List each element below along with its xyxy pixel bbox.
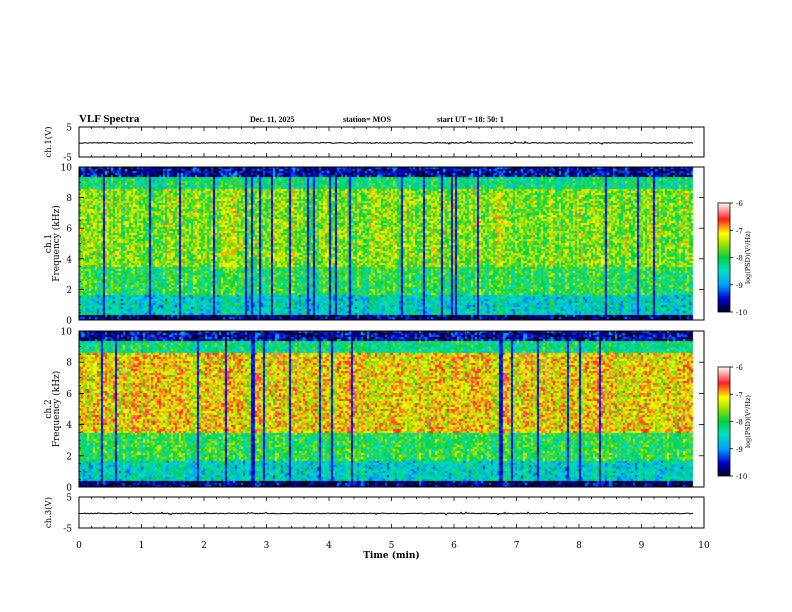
y-axis-label-frequency: Frequency (kHz): [51, 371, 62, 448]
y-tick-label: 6: [66, 225, 72, 235]
y-tick-label: 8: [66, 194, 72, 204]
y-tick-label: 10: [61, 328, 73, 338]
colorbar-tick-label: -8: [736, 255, 743, 263]
date-label: Dec. 11, 2025: [250, 115, 295, 124]
plot-frame: [78, 126, 705, 158]
colorbar-label: log(PSD)(V²/Hz): [744, 395, 752, 448]
x-tick-label: 2: [201, 541, 207, 551]
y-axis-label-frequency: Frequency (kHz): [51, 205, 62, 282]
series-line-ch3: [78, 511, 693, 516]
colorbar-tick-label: -6: [736, 364, 743, 372]
station-label: station= MOS: [343, 115, 391, 124]
x-axis-label: Time (min): [363, 550, 420, 561]
spectrogram-image-ch2: [79, 331, 704, 487]
x-tick-label: 3: [264, 541, 270, 551]
x-tick-label: 8: [576, 541, 582, 551]
x-tick-label: 10: [698, 541, 710, 551]
colorbar-tick-label: -9: [736, 446, 743, 454]
start-time-label: start UT = 18: 50: 1: [437, 115, 504, 124]
spectrogram-image-ch1: [79, 167, 704, 320]
y-tick-label: 0: [66, 484, 72, 494]
y-axis-label-channel: ch.1: [44, 234, 54, 253]
x-tick-label: 0: [76, 541, 82, 551]
colorbar-tick-label: -9: [736, 282, 743, 290]
figure-title: VLF Spectra: [79, 113, 140, 125]
y-tick-label: -5: [63, 154, 72, 164]
y-axis-label: ch.1(V): [43, 126, 54, 157]
y-tick-label: -5: [63, 525, 72, 535]
y-axis-label-channel: ch.2: [44, 399, 54, 418]
colorbar-tick-label: -10: [736, 473, 747, 481]
x-tick-label: 4: [326, 541, 332, 551]
colorbar-tick-label: -7: [736, 391, 743, 399]
x-tick-label: 7: [514, 541, 520, 551]
x-tick-label: 6: [451, 541, 457, 551]
x-tick-label: 9: [639, 541, 645, 551]
colorbar-tick-label: -8: [736, 419, 743, 427]
colorbar-tick-label: -6: [736, 200, 743, 208]
y-tick-label: 5: [66, 124, 72, 134]
series-line-ch1: [78, 140, 694, 145]
colorbar-tick-label: -7: [736, 227, 743, 235]
y-tick-label: 2: [66, 452, 72, 462]
x-tick-label: 1: [139, 541, 145, 551]
y-tick-label: 5: [66, 494, 72, 504]
colorbar-label: log(PSD)(V²/Hz): [744, 231, 752, 284]
x-tick-label: 5: [389, 541, 395, 551]
colorbar-tick-label: -10: [736, 309, 747, 317]
y-tick-label: 0: [66, 317, 72, 327]
y-tick-label: 10: [61, 164, 73, 174]
y-tick-label: 4: [66, 421, 72, 431]
y-tick-label: 6: [66, 390, 72, 400]
y-tick-label: 8: [66, 359, 72, 369]
y-axis-label: ch.3(V): [43, 497, 54, 528]
y-tick-label: 2: [66, 286, 72, 296]
plot-frame: [78, 496, 705, 529]
colorbar: [717, 366, 731, 477]
y-tick-label: 4: [66, 255, 72, 265]
colorbar: [717, 202, 731, 313]
